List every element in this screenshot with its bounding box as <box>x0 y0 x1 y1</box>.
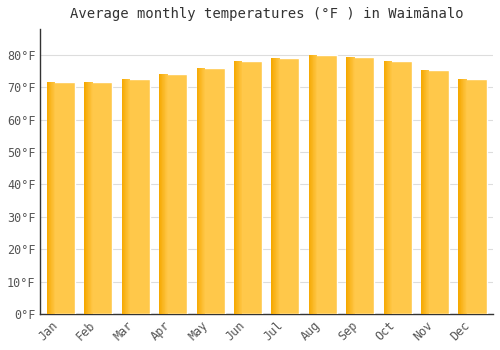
Bar <box>159 74 187 314</box>
Bar <box>84 83 112 314</box>
Bar <box>234 61 262 314</box>
Bar <box>458 79 486 314</box>
Bar <box>384 61 411 314</box>
Bar <box>122 79 150 314</box>
Title: Average monthly temperatures (°F ) in Waimānalo: Average monthly temperatures (°F ) in Wa… <box>70 7 464 21</box>
Bar <box>196 68 224 314</box>
Bar <box>47 83 75 314</box>
Bar <box>346 57 374 314</box>
Bar <box>309 55 337 314</box>
Bar <box>272 58 299 314</box>
Bar <box>421 70 449 314</box>
